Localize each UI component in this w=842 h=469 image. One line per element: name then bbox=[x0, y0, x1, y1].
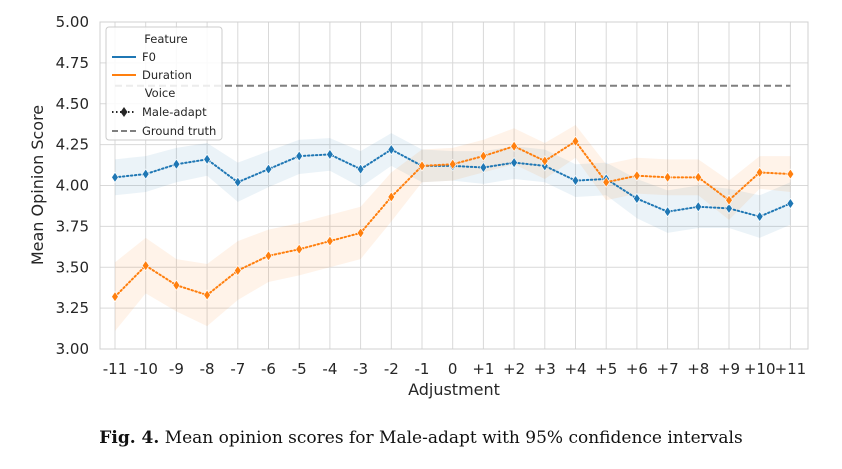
data-point-duration bbox=[541, 155, 549, 167]
data-point-f0 bbox=[141, 168, 150, 180]
x-tick-label: +9 bbox=[718, 360, 740, 378]
data-point-duration bbox=[111, 291, 119, 303]
y-tick-label: 3.00 bbox=[56, 340, 89, 358]
chart: 3.00 3.25 3.50 3.75 4.00 4.25 4.50 4.75 5.00 -11… bbox=[28, 13, 809, 399]
x-tick-label: +1 bbox=[472, 360, 494, 378]
x-tick-label: -1 bbox=[415, 360, 430, 378]
x-tick-label: +8 bbox=[687, 360, 709, 378]
data-point-f0 bbox=[510, 157, 518, 169]
data-point-duration bbox=[295, 243, 303, 255]
data-point-f0 bbox=[264, 163, 273, 175]
data-point-duration bbox=[755, 166, 764, 178]
x-tick-label: -4 bbox=[322, 360, 337, 378]
data-point-f0 bbox=[172, 158, 181, 170]
confidence-band-f0 bbox=[115, 133, 791, 238]
data-point-duration bbox=[264, 250, 273, 262]
x-tick-label: -7 bbox=[230, 360, 245, 378]
data-point-duration bbox=[602, 176, 610, 188]
data-point-f0 bbox=[786, 197, 795, 210]
x-tick-label: -2 bbox=[384, 360, 399, 378]
data-point-duration bbox=[725, 194, 733, 206]
caption-label: Fig. 4. bbox=[99, 428, 160, 448]
data-point-f0 bbox=[326, 148, 334, 160]
x-tick-label: +7 bbox=[657, 360, 679, 378]
data-point-f0 bbox=[725, 202, 733, 214]
data-point-duration bbox=[633, 170, 641, 182]
legend-diamond-icon bbox=[120, 107, 128, 117]
data-point-duration bbox=[326, 235, 334, 247]
y-tick-label: 4.50 bbox=[56, 95, 89, 113]
x-tick-label: -3 bbox=[353, 360, 368, 378]
x-tick-label: +5 bbox=[595, 360, 617, 378]
data-point-duration bbox=[448, 158, 457, 170]
legend-item-f0: F0 bbox=[142, 50, 156, 64]
data-point-f0 bbox=[203, 153, 211, 165]
legend-title-feature: Feature bbox=[144, 32, 187, 46]
x-tick-label: +2 bbox=[503, 360, 525, 378]
x-tick-labels: -11 -10 -9 -8 -7 -6 -5 -4 -3 -2 -1 0 +1 +2 +3 +4 +5 +6 +7 +… bbox=[103, 360, 806, 378]
confidence-band-duration bbox=[115, 125, 791, 332]
data-point-duration bbox=[418, 160, 426, 172]
x-tick-label: +4 bbox=[564, 360, 586, 378]
data-point-duration bbox=[203, 289, 211, 301]
data-point-duration bbox=[387, 191, 396, 203]
x-tick-label: 0 bbox=[448, 360, 458, 378]
data-point-f0 bbox=[694, 201, 703, 213]
legend-item-duration: Duration bbox=[142, 68, 192, 82]
data-point-duration bbox=[141, 260, 150, 272]
data-point-f0 bbox=[387, 143, 396, 156]
y-tick-label: 3.75 bbox=[56, 217, 89, 235]
data-point-f0 bbox=[571, 175, 580, 187]
x-tick-label: -9 bbox=[169, 360, 184, 378]
data-point-f0 bbox=[479, 161, 488, 174]
data-point-duration bbox=[510, 140, 518, 152]
data-point-duration bbox=[234, 264, 242, 277]
legend: Feature F0 Duration Voice Male-adapt Gro… bbox=[105, 26, 223, 141]
data-point-f0 bbox=[755, 211, 764, 223]
x-tick-label: +6 bbox=[626, 360, 648, 378]
y-tick-label: 3.25 bbox=[56, 299, 89, 317]
x-axis-label: Adjustment bbox=[408, 380, 500, 399]
x-tick-label: +11 bbox=[775, 360, 807, 378]
data-point-f0 bbox=[633, 193, 641, 205]
y-tick-label: 3.50 bbox=[56, 258, 89, 276]
data-point-duration bbox=[694, 171, 703, 183]
x-tick-label: +10 bbox=[744, 360, 776, 378]
y-tick-label: 5.00 bbox=[56, 13, 89, 31]
data-point-f0 bbox=[663, 206, 672, 218]
data-point-f0 bbox=[295, 150, 303, 162]
y-tick-label: 4.75 bbox=[56, 54, 89, 72]
x-tick-label: -11 bbox=[103, 360, 128, 378]
data-point-duration bbox=[356, 227, 365, 239]
y-tick-label: 4.25 bbox=[56, 136, 89, 154]
data-point-duration bbox=[479, 150, 488, 162]
data-point-duration bbox=[786, 168, 795, 180]
legend-item-ground-truth: Ground truth bbox=[142, 124, 216, 138]
x-tick-label: -8 bbox=[200, 360, 215, 378]
confidence-bands bbox=[115, 125, 791, 332]
data-point-f0 bbox=[111, 171, 119, 183]
legend-item-male-adapt: Male-adapt bbox=[142, 105, 207, 119]
data-point-duration bbox=[663, 171, 672, 183]
x-tick-label: -6 bbox=[261, 360, 276, 378]
y-tick-labels: 3.00 3.25 3.50 3.75 4.00 4.25 4.50 4.75 5.00 bbox=[56, 13, 89, 358]
data-point-duration bbox=[172, 279, 181, 291]
x-tick-label: -5 bbox=[292, 360, 307, 378]
plot-frame bbox=[99, 21, 809, 350]
series-markers bbox=[111, 135, 795, 303]
figure-caption: Fig. 4. Mean opinion scores for Male-ada… bbox=[0, 428, 842, 448]
caption-text: Mean opinion scores for Male-adapt with … bbox=[164, 428, 743, 448]
data-point-f0 bbox=[356, 163, 365, 175]
x-tick-label: -10 bbox=[133, 360, 158, 378]
data-point-f0 bbox=[234, 176, 242, 188]
data-point-duration bbox=[571, 135, 580, 147]
legend-title-voice: Voice bbox=[145, 86, 176, 100]
y-axis-label: Mean Opinion Score bbox=[28, 105, 47, 265]
y-tick-label: 4.00 bbox=[56, 177, 89, 195]
x-tick-label: +3 bbox=[534, 360, 556, 378]
legend-box bbox=[105, 26, 223, 141]
